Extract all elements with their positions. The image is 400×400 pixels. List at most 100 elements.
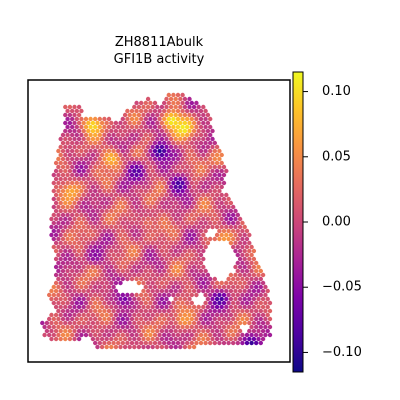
spot-point [173, 184, 178, 190]
spot-point [260, 320, 266, 326]
spot-point [122, 144, 128, 150]
spot-point [256, 328, 261, 334]
spot-point [180, 268, 185, 274]
spot-point [86, 296, 91, 302]
spot-point [102, 228, 107, 234]
spot-point [86, 136, 91, 142]
spot-point [76, 128, 82, 134]
spot-point [95, 144, 100, 150]
spot-point [109, 176, 114, 182]
spot-point [189, 116, 194, 122]
spot-point [208, 212, 213, 218]
spot-point [53, 296, 59, 302]
spot-point [226, 228, 231, 234]
spot-point [221, 204, 227, 210]
spot-point [226, 276, 231, 282]
spot-point [164, 312, 169, 318]
spot-point [81, 168, 86, 174]
spot-point [150, 224, 155, 230]
spot-point [210, 312, 215, 318]
spot-point [189, 300, 194, 306]
spot-point [83, 172, 89, 178]
spot-point [44, 328, 50, 334]
spot-point [231, 284, 236, 290]
spot-point [67, 120, 73, 126]
spot-point [106, 196, 112, 202]
spot-point [83, 276, 89, 282]
spot-point [93, 324, 98, 330]
spot-point [125, 316, 130, 322]
spot-point [58, 152, 63, 158]
spot-point [210, 168, 215, 174]
spot-point [228, 336, 234, 342]
spot-point [102, 332, 107, 338]
spot-point [51, 180, 56, 186]
spot-point [111, 268, 116, 274]
spot-point [180, 148, 185, 154]
spot-point [116, 308, 121, 314]
spot-point [191, 288, 197, 294]
spot-point [139, 300, 144, 306]
spot-point [203, 172, 208, 178]
spot-point [143, 260, 148, 266]
spot-point [173, 112, 178, 118]
spot-point [247, 256, 252, 262]
spot-point [171, 268, 176, 274]
spot-point [125, 204, 130, 210]
spot-point [187, 248, 192, 254]
spot-point [208, 172, 213, 178]
spot-point [145, 224, 151, 230]
spot-point [166, 172, 171, 178]
spot-point [162, 196, 167, 202]
spot-point [162, 308, 167, 314]
spot-point [164, 256, 169, 262]
spot-point [79, 188, 84, 194]
spot-point [111, 204, 116, 210]
spot-point [196, 208, 201, 214]
spot-point [171, 236, 176, 242]
spot-point [102, 300, 107, 306]
spot-point [111, 220, 116, 226]
spot-point [76, 240, 82, 246]
spot-point [194, 276, 199, 282]
spot-point [102, 308, 107, 314]
spot-point [51, 204, 56, 210]
spot-point [58, 328, 63, 334]
spot-point [134, 116, 139, 122]
spot-point [145, 288, 151, 294]
spot-point [120, 156, 126, 162]
spot-point [65, 140, 70, 146]
spot-point [194, 292, 199, 298]
spot-point [83, 212, 89, 218]
spot-point [145, 344, 151, 350]
spot-point [143, 228, 148, 234]
spot-point [139, 268, 144, 274]
spot-point [118, 216, 123, 222]
spot-point [56, 308, 61, 314]
spot-point [168, 216, 174, 222]
spot-point [127, 320, 132, 326]
spot-point [152, 220, 158, 226]
spot-point [249, 260, 254, 266]
spot-point [196, 328, 201, 334]
spot-point [99, 168, 105, 174]
spot-point [148, 340, 153, 346]
spot-point [194, 116, 199, 122]
spot-point [99, 232, 105, 238]
spot-point [63, 168, 68, 174]
spot-point [116, 228, 121, 234]
spot-point [155, 256, 160, 262]
spot-point [70, 276, 75, 282]
spot-point [122, 312, 128, 318]
spot-point [58, 160, 63, 166]
spot-point [178, 144, 183, 150]
spot-point [74, 140, 80, 146]
spot-point [185, 308, 190, 314]
spot-point [171, 124, 176, 130]
spot-point [237, 320, 243, 326]
spot-point [191, 184, 197, 190]
spot-point [122, 176, 128, 182]
spot-point [111, 340, 116, 346]
spot-point [120, 236, 126, 242]
spot-point [196, 336, 201, 342]
